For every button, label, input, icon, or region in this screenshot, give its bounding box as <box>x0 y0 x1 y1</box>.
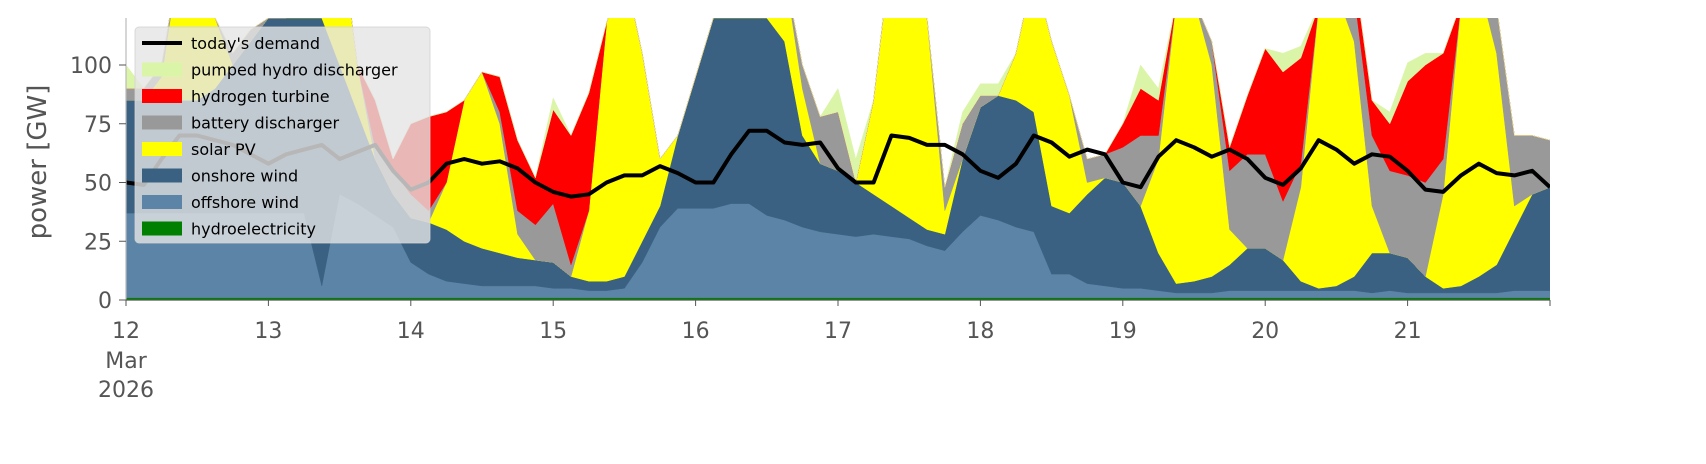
legend-label: solar PV <box>191 140 256 159</box>
legend-swatch <box>142 89 182 103</box>
x-tick-label: 14 <box>397 319 425 344</box>
legend-swatch <box>142 195 182 209</box>
x-tick-label: 18 <box>966 319 994 344</box>
y-tick-label: 75 <box>84 113 112 138</box>
x-tick-label: 19 <box>1109 319 1137 344</box>
y-axis-label: power [GW] <box>23 85 53 240</box>
legend-swatch <box>142 142 182 156</box>
x-tick-label: 16 <box>682 319 710 344</box>
legend-label: onshore wind <box>191 167 298 186</box>
legend-swatch <box>142 115 182 130</box>
legend-swatch <box>142 168 182 183</box>
legend-label: battery discharger <box>191 114 339 133</box>
area-pumped-hydro-discharger <box>126 18 1550 188</box>
x-ticks: 12 13 14 15 16 17 18 19 20 21 <box>112 300 1551 344</box>
legend-label: offshore wind <box>191 193 299 212</box>
x-tick-label: 15 <box>539 319 567 344</box>
x-tick-label: 17 <box>824 319 852 344</box>
legend-label: pumped hydro discharger <box>191 61 398 80</box>
legend-label: hydrogen turbine <box>191 87 330 106</box>
legend-swatch <box>142 62 182 77</box>
legend-box <box>134 26 431 244</box>
legend: today's demand pumped hydro discharger hyd… <box>134 26 431 244</box>
legend-label: today's demand <box>191 34 320 53</box>
y-tick-label: 100 <box>70 54 112 79</box>
x-tick-label: 20 <box>1251 319 1279 344</box>
x-tick-label: 12 <box>112 319 140 344</box>
y-tick-label: 50 <box>84 172 112 197</box>
x-tick-month: Mar <box>105 349 147 374</box>
legend-swatch <box>142 221 182 236</box>
legend-label: hydroelectricity <box>191 220 316 239</box>
y-tick-label: 0 <box>98 289 112 314</box>
x-tick-label: 21 <box>1394 319 1422 344</box>
y-ticks: 0 25 50 75 100 <box>70 54 126 314</box>
x-tick-label: 13 <box>254 319 282 344</box>
y-tick-label: 25 <box>84 230 112 255</box>
x-tick-year: 2026 <box>98 378 154 403</box>
